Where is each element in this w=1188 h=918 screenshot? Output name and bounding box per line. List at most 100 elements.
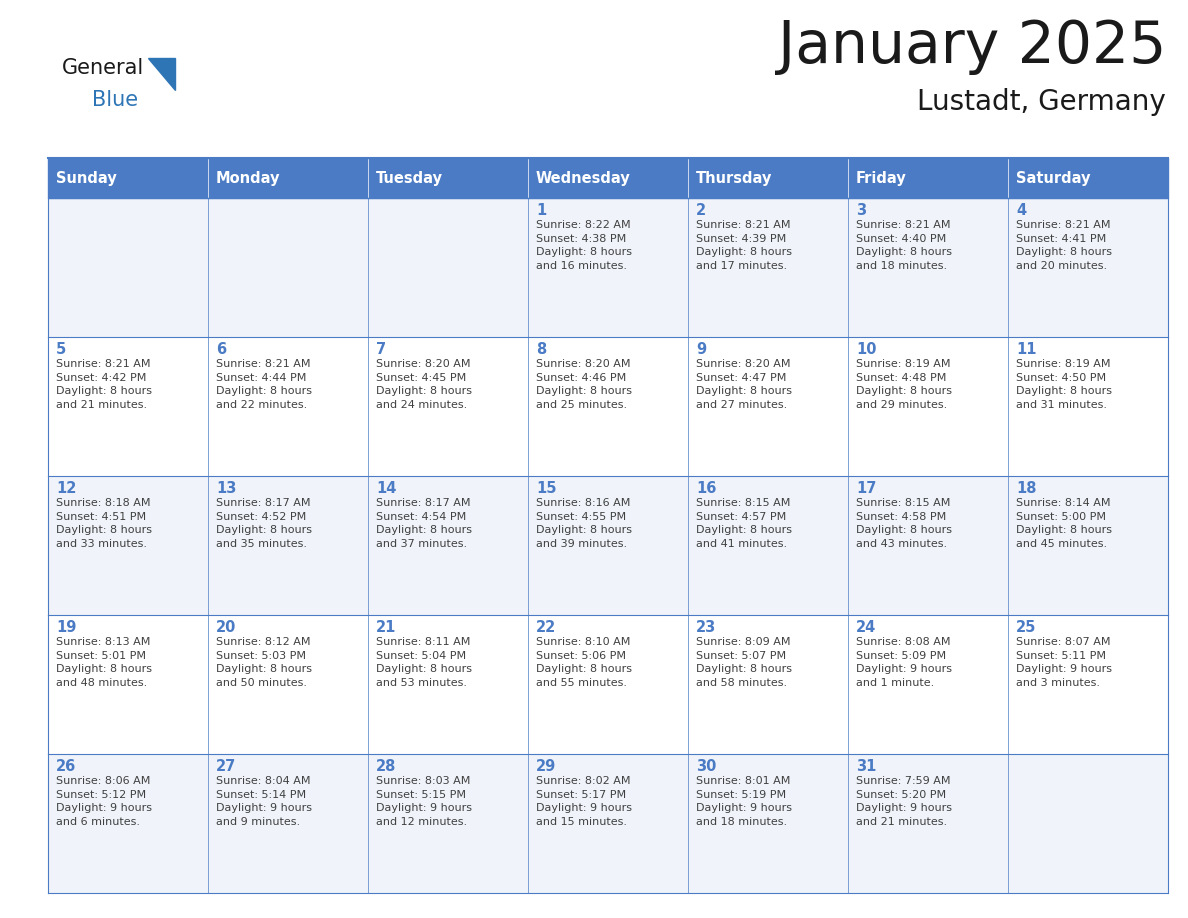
Text: Sunrise: 8:20 AM
Sunset: 4:45 PM
Daylight: 8 hours
and 24 minutes.: Sunrise: 8:20 AM Sunset: 4:45 PM Dayligh… (375, 359, 472, 409)
Bar (527, 158, 688, 198)
Text: 22: 22 (536, 620, 556, 635)
Text: General: General (62, 58, 144, 78)
Text: 23: 23 (696, 620, 716, 635)
Text: 24: 24 (857, 620, 877, 635)
Bar (208, 158, 368, 198)
Text: 18: 18 (1016, 481, 1036, 496)
Bar (688, 615, 848, 754)
Bar (848, 754, 1007, 893)
Bar (368, 337, 527, 476)
Bar (688, 754, 848, 893)
Text: Sunrise: 8:15 AM
Sunset: 4:57 PM
Daylight: 8 hours
and 41 minutes.: Sunrise: 8:15 AM Sunset: 4:57 PM Dayligh… (696, 498, 792, 549)
Text: Sunrise: 8:21 AM
Sunset: 4:40 PM
Daylight: 8 hours
and 18 minutes.: Sunrise: 8:21 AM Sunset: 4:40 PM Dayligh… (857, 220, 952, 271)
Bar (527, 754, 688, 893)
Text: Saturday: Saturday (1016, 171, 1091, 185)
Bar (527, 337, 688, 476)
Text: Sunrise: 8:03 AM
Sunset: 5:15 PM
Daylight: 9 hours
and 12 minutes.: Sunrise: 8:03 AM Sunset: 5:15 PM Dayligh… (375, 776, 472, 827)
Text: 3: 3 (857, 203, 866, 218)
Text: 30: 30 (696, 759, 716, 774)
Text: 27: 27 (216, 759, 236, 774)
Text: Sunrise: 8:16 AM
Sunset: 4:55 PM
Daylight: 8 hours
and 39 minutes.: Sunrise: 8:16 AM Sunset: 4:55 PM Dayligh… (536, 498, 632, 549)
Bar (368, 615, 527, 754)
Text: Sunrise: 8:20 AM
Sunset: 4:47 PM
Daylight: 8 hours
and 27 minutes.: Sunrise: 8:20 AM Sunset: 4:47 PM Dayligh… (696, 359, 792, 409)
Text: 9: 9 (696, 342, 706, 357)
Bar (208, 337, 368, 476)
Bar (48, 337, 208, 476)
Text: Sunrise: 8:18 AM
Sunset: 4:51 PM
Daylight: 8 hours
and 33 minutes.: Sunrise: 8:18 AM Sunset: 4:51 PM Dayligh… (56, 498, 152, 549)
Text: 28: 28 (375, 759, 397, 774)
Bar (848, 158, 1007, 198)
Bar (1007, 476, 1168, 615)
Text: Sunrise: 8:19 AM
Sunset: 4:48 PM
Daylight: 8 hours
and 29 minutes.: Sunrise: 8:19 AM Sunset: 4:48 PM Dayligh… (857, 359, 952, 409)
Text: 29: 29 (536, 759, 556, 774)
Bar (1007, 158, 1168, 198)
Bar (368, 476, 527, 615)
Text: 1: 1 (536, 203, 546, 218)
Text: Friday: Friday (857, 171, 906, 185)
Text: Sunrise: 8:12 AM
Sunset: 5:03 PM
Daylight: 8 hours
and 50 minutes.: Sunrise: 8:12 AM Sunset: 5:03 PM Dayligh… (216, 637, 312, 688)
Text: Sunrise: 8:15 AM
Sunset: 4:58 PM
Daylight: 8 hours
and 43 minutes.: Sunrise: 8:15 AM Sunset: 4:58 PM Dayligh… (857, 498, 952, 549)
Text: Tuesday: Tuesday (375, 171, 443, 185)
Text: Blue: Blue (91, 90, 138, 110)
Polygon shape (148, 58, 175, 90)
Text: Lustadt, Germany: Lustadt, Germany (917, 88, 1165, 116)
Text: Sunrise: 8:22 AM
Sunset: 4:38 PM
Daylight: 8 hours
and 16 minutes.: Sunrise: 8:22 AM Sunset: 4:38 PM Dayligh… (536, 220, 632, 271)
Bar (848, 615, 1007, 754)
Text: 21: 21 (375, 620, 397, 635)
Text: Sunrise: 8:20 AM
Sunset: 4:46 PM
Daylight: 8 hours
and 25 minutes.: Sunrise: 8:20 AM Sunset: 4:46 PM Dayligh… (536, 359, 632, 409)
Text: 13: 13 (216, 481, 236, 496)
Text: 26: 26 (56, 759, 76, 774)
Bar (848, 476, 1007, 615)
Text: Sunrise: 8:21 AM
Sunset: 4:39 PM
Daylight: 8 hours
and 17 minutes.: Sunrise: 8:21 AM Sunset: 4:39 PM Dayligh… (696, 220, 792, 271)
Text: 4: 4 (1016, 203, 1026, 218)
Bar (48, 476, 208, 615)
Text: Sunrise: 8:21 AM
Sunset: 4:44 PM
Daylight: 8 hours
and 22 minutes.: Sunrise: 8:21 AM Sunset: 4:44 PM Dayligh… (216, 359, 312, 409)
Bar (208, 754, 368, 893)
Bar (208, 198, 368, 337)
Text: 11: 11 (1016, 342, 1036, 357)
Text: Sunrise: 7:59 AM
Sunset: 5:20 PM
Daylight: 9 hours
and 21 minutes.: Sunrise: 7:59 AM Sunset: 5:20 PM Dayligh… (857, 776, 952, 827)
Bar (48, 198, 208, 337)
Bar (527, 476, 688, 615)
Text: Sunrise: 8:11 AM
Sunset: 5:04 PM
Daylight: 8 hours
and 53 minutes.: Sunrise: 8:11 AM Sunset: 5:04 PM Dayligh… (375, 637, 472, 688)
Text: Sunrise: 8:04 AM
Sunset: 5:14 PM
Daylight: 9 hours
and 9 minutes.: Sunrise: 8:04 AM Sunset: 5:14 PM Dayligh… (216, 776, 312, 827)
Text: Sunrise: 8:07 AM
Sunset: 5:11 PM
Daylight: 9 hours
and 3 minutes.: Sunrise: 8:07 AM Sunset: 5:11 PM Dayligh… (1016, 637, 1112, 688)
Text: 19: 19 (56, 620, 76, 635)
Text: Sunrise: 8:17 AM
Sunset: 4:54 PM
Daylight: 8 hours
and 37 minutes.: Sunrise: 8:17 AM Sunset: 4:54 PM Dayligh… (375, 498, 472, 549)
Text: Monday: Monday (216, 171, 280, 185)
Text: Sunrise: 8:14 AM
Sunset: 5:00 PM
Daylight: 8 hours
and 45 minutes.: Sunrise: 8:14 AM Sunset: 5:00 PM Dayligh… (1016, 498, 1112, 549)
Text: 20: 20 (216, 620, 236, 635)
Bar (688, 476, 848, 615)
Text: 8: 8 (536, 342, 546, 357)
Text: 2: 2 (696, 203, 706, 218)
Text: 16: 16 (696, 481, 716, 496)
Bar (527, 198, 688, 337)
Text: January 2025: January 2025 (778, 18, 1165, 75)
Text: 31: 31 (857, 759, 877, 774)
Text: Sunrise: 8:06 AM
Sunset: 5:12 PM
Daylight: 9 hours
and 6 minutes.: Sunrise: 8:06 AM Sunset: 5:12 PM Dayligh… (56, 776, 152, 827)
Bar (1007, 615, 1168, 754)
Bar (48, 158, 208, 198)
Text: 15: 15 (536, 481, 556, 496)
Text: 10: 10 (857, 342, 877, 357)
Text: Wednesday: Wednesday (536, 171, 631, 185)
Bar (48, 754, 208, 893)
Text: 7: 7 (375, 342, 386, 357)
Bar (208, 615, 368, 754)
Bar (208, 476, 368, 615)
Text: Sunrise: 8:13 AM
Sunset: 5:01 PM
Daylight: 8 hours
and 48 minutes.: Sunrise: 8:13 AM Sunset: 5:01 PM Dayligh… (56, 637, 152, 688)
Bar (527, 615, 688, 754)
Text: Sunrise: 8:21 AM
Sunset: 4:41 PM
Daylight: 8 hours
and 20 minutes.: Sunrise: 8:21 AM Sunset: 4:41 PM Dayligh… (1016, 220, 1112, 271)
Bar (368, 198, 527, 337)
Bar (688, 337, 848, 476)
Bar (1007, 198, 1168, 337)
Bar (848, 198, 1007, 337)
Bar (688, 158, 848, 198)
Bar (48, 158, 1168, 198)
Bar (848, 337, 1007, 476)
Text: 14: 14 (375, 481, 397, 496)
Bar (48, 615, 208, 754)
Text: 17: 17 (857, 481, 877, 496)
Bar (1007, 754, 1168, 893)
Bar (688, 198, 848, 337)
